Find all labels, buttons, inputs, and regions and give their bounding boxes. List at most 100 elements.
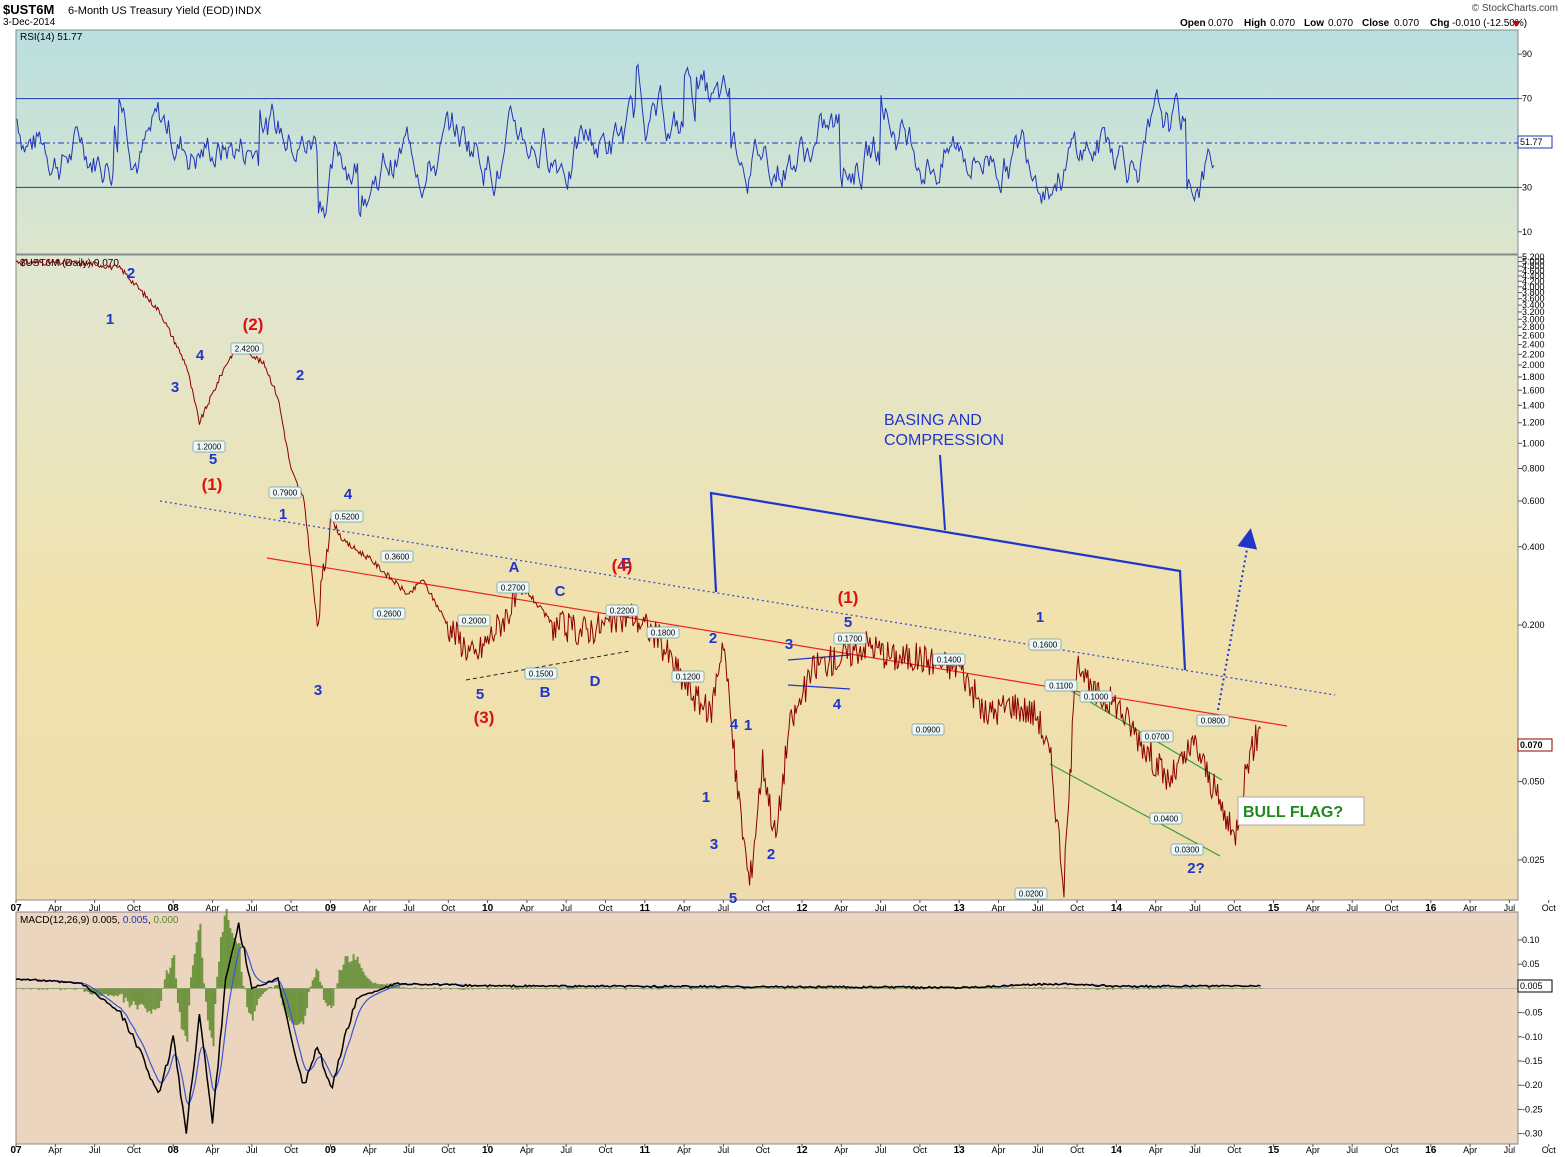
macd-hist-bar (144, 988, 147, 1009)
wave-label-blue: 5 (844, 614, 852, 631)
basing-pointer (939, 454, 946, 531)
price-tick: 4.400 (1518, 271, 1545, 281)
macd-hist-bar (780, 988, 783, 989)
down-triangle-icon (1512, 21, 1520, 27)
macd-hist-bar (313, 977, 316, 989)
wave-label-red: (1) (202, 475, 223, 494)
macd-hist-bar (716, 988, 719, 990)
macd-hist-bar (1070, 988, 1073, 989)
macd-hist-bar (670, 987, 673, 989)
price-tag: 2.4200 (230, 342, 264, 355)
macd-hist-bar (35, 987, 38, 989)
svg-text:51.77: 51.77 (1520, 137, 1543, 147)
macd-hist-bar (752, 988, 755, 989)
macd-hist-bar (1176, 988, 1179, 989)
macd-hist-bar (1244, 988, 1247, 989)
macd-hist-bar (931, 988, 934, 990)
macd-hist-bar (306, 988, 309, 1009)
macd-hist-bar (991, 988, 994, 989)
macd-hist-bar (334, 987, 337, 989)
price-tick: 5.200 (1518, 252, 1545, 262)
price-tag-label: 0.2200 (610, 607, 635, 616)
macd-hist-bar (205, 988, 208, 1002)
macd-hist-bar (1208, 988, 1211, 990)
x-tick-label: 08 (168, 1145, 180, 1156)
rsi-reference-lines (16, 98, 1518, 188)
macd-hist-bar (350, 961, 353, 989)
macd-hist-bar (39, 988, 42, 990)
price-tag: 0.2200 (605, 604, 639, 617)
macd-hist-bar (521, 988, 524, 989)
macd-hist-bar (473, 988, 476, 989)
macd-hist-bar (903, 987, 906, 989)
macd-hist-bar (489, 987, 492, 989)
macd-hist-bar (138, 988, 141, 1005)
macd-hist-bar (585, 988, 588, 990)
macd-hist-bar (728, 988, 731, 989)
macd-hist-bar (136, 988, 139, 1010)
macd-hist-bar (1146, 987, 1149, 989)
x-tick-label: 07 (10, 903, 22, 914)
macd-hist-bar (356, 956, 359, 989)
x-tick-label: Apr (1306, 903, 1320, 913)
wave-label-blue: A (509, 559, 520, 576)
macd-hist-bar (455, 988, 458, 989)
price-tag: 0.1200 (671, 670, 705, 683)
macd-hist-bar (967, 988, 970, 989)
x-tick-label: Oct (127, 903, 142, 913)
macd-hist-bar (509, 987, 512, 989)
macd-hist-bar (128, 988, 131, 1008)
macd-panel-bg (15, 911, 1519, 1145)
wave-label-blue: 4 (833, 696, 842, 713)
macd-hist-bar (83, 988, 86, 992)
macd-hist-bar (1082, 988, 1085, 989)
macd-hist-bar (41, 988, 44, 990)
macd-hist-bar (724, 988, 727, 989)
red-trendline (266, 557, 1288, 727)
macd-hist-bar (249, 988, 252, 1015)
macd-hist-bar (905, 988, 908, 990)
macd-hist-bar (805, 988, 808, 989)
macd-hist-bar (616, 988, 619, 989)
basing-bracket (709, 491, 1187, 671)
macd-hist-bar (1108, 988, 1111, 990)
macd-hist-bar (636, 988, 639, 989)
macd-hist-bar (227, 920, 230, 989)
macd-hist-bar (1200, 987, 1203, 989)
macd-hist-bar (658, 988, 661, 990)
macd-hist-bar (1256, 988, 1259, 989)
macd-hist-bar (740, 988, 743, 989)
macd-hist-bar (630, 987, 633, 989)
macd-hist-bar (491, 988, 494, 989)
macd-hist-bar (668, 988, 671, 989)
macd-hist-bar (1003, 986, 1006, 989)
price-tag: 0.0800 (1196, 714, 1230, 727)
price-tick-label: 4.600 (1522, 266, 1545, 276)
copyright-label: © StockCharts.com (1472, 3, 1558, 14)
wave-label-blue: 2 (296, 367, 304, 384)
macd-hist-bar (603, 987, 606, 989)
macd-hist-bar (1212, 987, 1215, 989)
price-tick-label: 2.800 (1522, 322, 1545, 332)
macd-hist-bar (815, 988, 818, 990)
macd-hist-bar (45, 988, 48, 990)
macd-hist-bar (124, 988, 127, 998)
macd-hist-bar (1234, 987, 1237, 989)
price-tag: 0.0200 (1014, 887, 1048, 900)
macd-hist-bar (1023, 987, 1026, 989)
wave-label-blue: 1 (279, 506, 287, 523)
macd-hist-bar (142, 988, 145, 1006)
price-tag-box (268, 486, 302, 499)
macd-hist-bar (1037, 987, 1040, 989)
price-tick-label: 1.200 (1522, 418, 1545, 428)
x-tick-label: Jul (1346, 1145, 1358, 1155)
macd-hist-bar (861, 988, 864, 990)
svg-text:0.070: 0.070 (1394, 18, 1419, 29)
x-tick-label: Apr (363, 903, 377, 913)
macd-hist-bar (1218, 988, 1221, 990)
macd-hist-bar (184, 988, 187, 1036)
macd-hist-bar (911, 988, 914, 990)
x-tick-label: Apr (677, 903, 691, 913)
macd-hist-bar (610, 988, 613, 989)
